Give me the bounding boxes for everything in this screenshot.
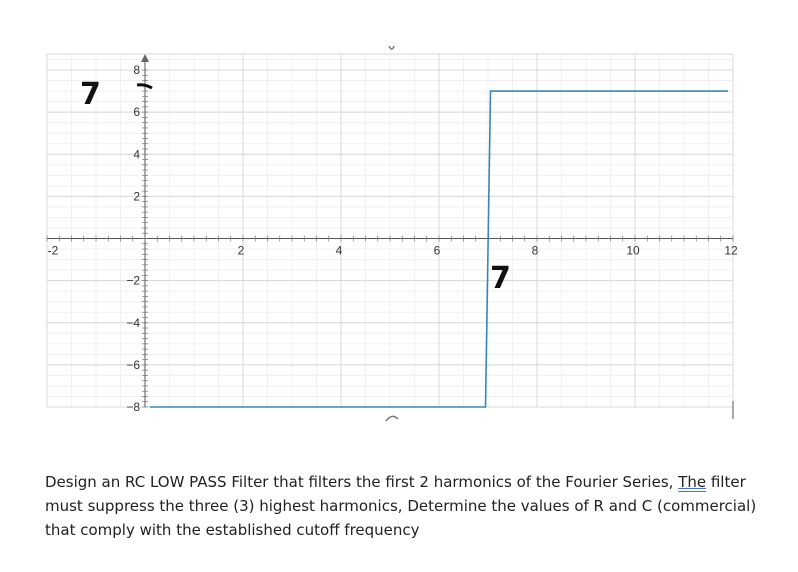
scan-mark-top bbox=[388, 45, 395, 50]
x-tick-label: 6 bbox=[434, 244, 441, 258]
x-tick-label: 2 bbox=[238, 244, 245, 258]
y-tick-label: 2 bbox=[133, 189, 140, 203]
y-tick-label: −8 bbox=[126, 400, 140, 414]
x-tick-label: 10 bbox=[626, 244, 640, 258]
scan-mark-bottom bbox=[385, 415, 399, 422]
y-axis-arrow bbox=[141, 54, 149, 62]
series-line bbox=[149, 90, 729, 408]
axes bbox=[46, 54, 734, 419]
handwritten-x-seven: 7 bbox=[490, 261, 511, 296]
y-tick-label: −4 bbox=[126, 316, 140, 330]
y-tick-label: 6 bbox=[133, 105, 140, 119]
x-tick-label: 12 bbox=[724, 244, 738, 258]
y-tick-label: 4 bbox=[133, 147, 140, 161]
handwritten-dash bbox=[136, 83, 153, 90]
y-tick-label: 8 bbox=[133, 63, 140, 77]
y-tick-label: −2 bbox=[126, 274, 140, 288]
problem-underlined-word: The bbox=[678, 473, 707, 491]
y-tick-label: −6 bbox=[126, 358, 140, 372]
problem-text-2: filter must suppress the three (3) highe… bbox=[45, 473, 757, 539]
x-tick-label: 4 bbox=[336, 244, 343, 258]
grid bbox=[46, 53, 734, 408]
handwritten-y-seven: 7 bbox=[80, 77, 101, 112]
chart: -2 2 4 6 8 10 12 −8 −6 −4 −2 2 4 6 8 7 7 bbox=[46, 45, 738, 422]
x-tick-label: -2 bbox=[48, 244, 59, 258]
problem-statement: Design an RC LOW PASS Filter that filter… bbox=[45, 470, 765, 542]
problem-text-1: Design an RC LOW PASS Filter that filter… bbox=[45, 473, 679, 491]
x-tick-label: 8 bbox=[532, 244, 539, 258]
tick-labels: -2 2 4 6 8 10 12 −8 −6 −4 −2 2 4 6 8 bbox=[48, 63, 738, 414]
